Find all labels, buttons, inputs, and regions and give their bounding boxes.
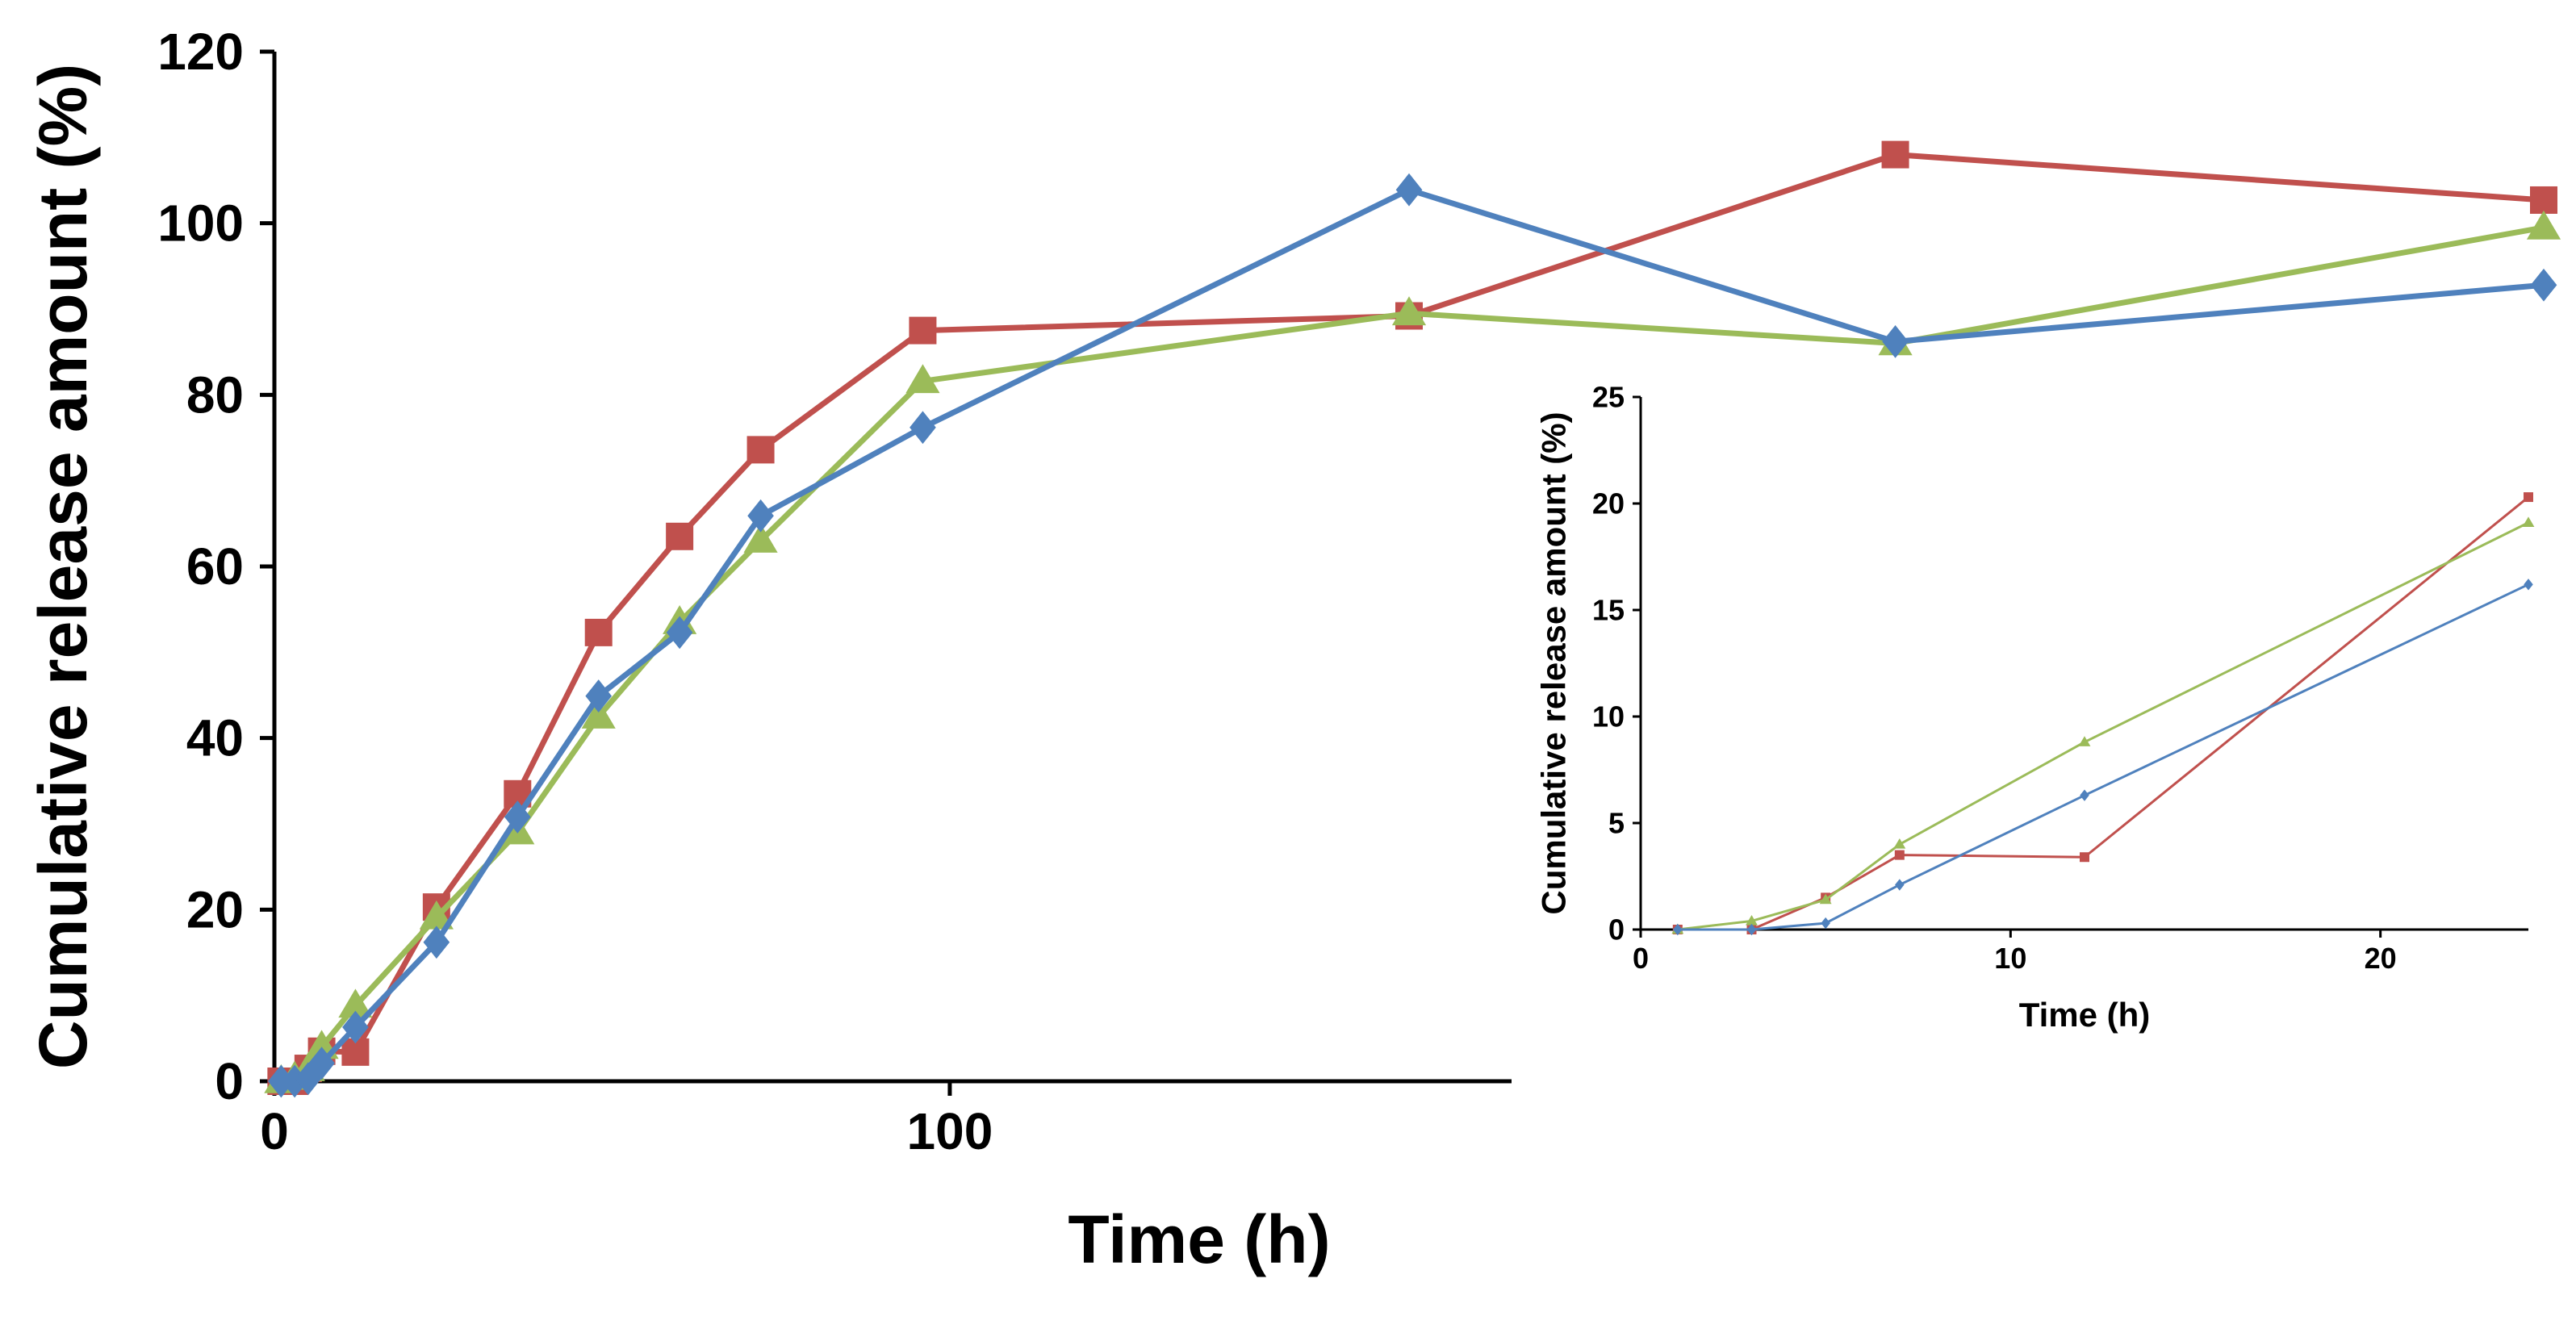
inset-data-point-blue-diamond — [1673, 923, 1683, 936]
main-x-axis-label: Time (h) — [1068, 1201, 1330, 1277]
main-data-point-green-triangle — [338, 988, 373, 1018]
inset-x-tick-label: 20 — [2365, 942, 2397, 975]
main-y-tick-label: 80 — [186, 366, 244, 424]
main-data-point-blue-diamond — [1882, 325, 1909, 358]
main-data-point-red-square — [746, 436, 775, 464]
inset-data-point-green-triangle — [1746, 915, 1758, 926]
inset-data-point-red-square — [2524, 492, 2533, 503]
inset-data-point-green-triangle — [2522, 516, 2535, 527]
inset-data-point-red-square — [2080, 852, 2089, 863]
main-y-tick-label: 60 — [186, 537, 244, 595]
main-data-point-blue-diamond — [747, 499, 774, 533]
main-data-point-blue-diamond — [585, 679, 613, 712]
main-data-point-green-triangle — [1391, 296, 1427, 326]
inset-series-green-triangle — [1671, 516, 2535, 934]
main-data-point-blue-diamond — [308, 1047, 335, 1080]
main-data-point-blue-diamond — [1395, 173, 1423, 207]
main-data-point-green-triangle — [905, 364, 940, 394]
main-data-point-red-square — [909, 316, 937, 345]
inset-data-point-blue-diamond — [2080, 789, 2089, 801]
inset-x-axis-label: Time (h) — [2019, 996, 2151, 1034]
inset-y-tick-label: 10 — [1592, 700, 1625, 733]
inset-data-point-blue-diamond — [1895, 879, 1905, 891]
inset-y-tick-label: 25 — [1592, 381, 1625, 414]
inset-chart: 0 5 10 15 20 25 0 10 20 Time (h) Cumulative releas… — [1512, 373, 2553, 1172]
main-data-point-blue-diamond — [504, 800, 531, 834]
inset-y-tick-label: 0 — [1608, 913, 1625, 946]
main-chart: 0204060801001200100200300Time (h)Cumulat… — [25, 23, 2561, 1277]
main-data-point-green-triangle — [419, 900, 454, 930]
main-y-axis-label: Cumulative release amount (%) — [25, 64, 101, 1069]
main-data-point-red-square — [584, 618, 613, 646]
main-data-point-blue-diamond — [910, 411, 936, 445]
inset-data-point-blue-diamond — [1821, 917, 1830, 930]
main-data-point-blue-diamond — [268, 1064, 295, 1098]
main-data-point-green-triangle — [581, 700, 616, 729]
main-x-tick-label: 0 — [260, 1102, 289, 1160]
main-data-point-green-triangle — [743, 524, 778, 553]
inset-data-point-red-square — [1894, 850, 1905, 860]
main-y-tick-label: 0 — [215, 1052, 244, 1110]
main-y-tick-label: 100 — [157, 194, 244, 253]
main-data-point-green-triangle — [2526, 210, 2561, 240]
main-data-point-blue-diamond — [2530, 268, 2557, 302]
inset-y-tick-label: 20 — [1592, 487, 1625, 520]
inset-series-line-green-triangle — [1677, 521, 2529, 931]
inset-y-tick-label: 5 — [1608, 807, 1625, 840]
main-data-point-blue-diamond — [342, 1010, 369, 1044]
main-data-point-blue-diamond — [423, 926, 450, 959]
main-data-point-red-square — [666, 522, 694, 550]
inset-series-blue-diamond — [1673, 579, 2533, 936]
main-data-point-blue-diamond — [295, 1062, 322, 1096]
inset-data-point-green-triangle — [1819, 893, 1832, 905]
inset-data-point-green-triangle — [1893, 838, 1906, 849]
inset-data-point-green-triangle — [2078, 736, 2091, 746]
main-series-blue-diamond — [268, 173, 2557, 1098]
inset-y-tick-label: 15 — [1592, 594, 1625, 627]
main-x-tick-label: 100 — [907, 1102, 993, 1160]
main-data-point-red-square — [2530, 186, 2557, 214]
inset-series-line-blue-diamond — [1677, 583, 2529, 931]
inset-y-axis-label: Cumulative release amount (%) — [1535, 412, 1573, 914]
main-data-point-red-square — [1881, 140, 1909, 169]
main-y-tick-label: 20 — [186, 880, 244, 938]
main-data-point-blue-diamond — [666, 616, 693, 650]
inset-x-tick-label: 0 — [1633, 942, 1649, 975]
inset-data-point-blue-diamond — [1746, 923, 1757, 936]
main-y-tick-label: 40 — [186, 709, 244, 767]
main-y-tick-label: 120 — [157, 23, 244, 81]
inset-data-point-blue-diamond — [2524, 579, 2533, 591]
inset-x-tick-label: 10 — [1994, 942, 2026, 975]
